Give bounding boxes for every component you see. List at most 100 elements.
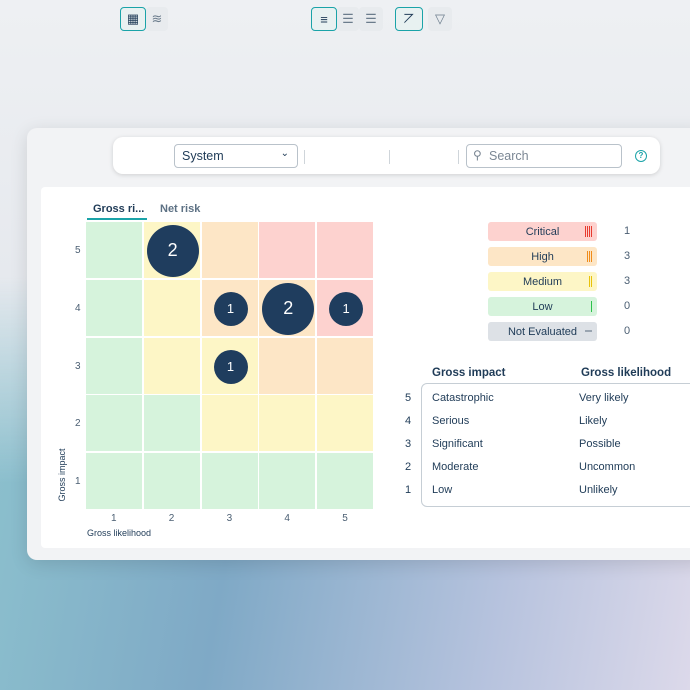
risk-bubble[interactable]: 1 (213, 291, 248, 326)
x-axis-label: Gross likelihood (87, 528, 152, 538)
density-compact-button[interactable]: ≡ (311, 7, 337, 31)
filter-icon: ▽ (435, 11, 445, 26)
density-compact-icon: ≡ (320, 11, 328, 27)
risk-bubble[interactable]: 1 (329, 291, 364, 326)
likelihood-value: Very likely (579, 392, 629, 404)
x-tick: 1 (111, 513, 117, 524)
x-tick: 2 (168, 513, 175, 524)
select-value: System (182, 149, 224, 163)
legend-item-critical[interactable]: Critical (488, 222, 597, 241)
legend-count: 1 (624, 225, 631, 237)
legend-label: Low (532, 300, 553, 313)
legend-count: 0 (624, 300, 631, 312)
likelihood-value: Likely (579, 415, 608, 427)
x-tick: 3 (226, 513, 233, 524)
layers-icon: ≋ (151, 11, 163, 26)
legend-label: Not Evaluated (507, 325, 578, 338)
scale-level: 3 (405, 438, 412, 450)
divider (458, 150, 459, 164)
scale-level: 4 (405, 415, 412, 427)
impact-value: Low (432, 484, 453, 496)
impact-value: Moderate (432, 461, 479, 473)
risk-bubble[interactable]: 2 (146, 224, 199, 277)
x-tick: 5 (342, 513, 348, 524)
likelihood-value: Unlikely (579, 484, 618, 496)
matrix-cell-high[interactable] (317, 337, 374, 394)
matrix-cell-critical[interactable] (259, 222, 316, 278)
density-medium-icon: ☰ (342, 11, 354, 26)
impact-value: Serious (432, 415, 470, 427)
legend-item-medium[interactable]: Medium (488, 272, 597, 291)
y-tick: 5 (75, 245, 81, 256)
chart-view-button[interactable]: ⦢ (395, 7, 423, 31)
matrix-cell-low[interactable] (259, 453, 316, 510)
chart-icon: ⦢ (404, 11, 414, 26)
severity-bars-icon (589, 276, 592, 287)
search-input[interactable]: ⚲ Search (466, 144, 622, 168)
likelihood-header: Gross likelihood (581, 367, 672, 379)
severity-bars-icon (587, 251, 592, 262)
matrix-cell-low[interactable] (143, 395, 200, 452)
matrix-cell-medium[interactable] (259, 395, 316, 452)
matrix-cell-medium[interactable] (201, 395, 258, 452)
legend-label: Medium (522, 275, 563, 288)
y-tick: 1 (75, 476, 81, 488)
matrix-cell-critical[interactable] (317, 222, 374, 278)
table-icon: ▦ (126, 11, 140, 26)
risk-bubble[interactable]: 1 (213, 349, 248, 384)
density-loose-button[interactable]: ☰ (359, 7, 383, 31)
matrix-cell-medium[interactable] (143, 337, 200, 394)
likelihood-value: Uncommon (579, 461, 636, 473)
layers-view-button[interactable]: ≋ (146, 7, 168, 31)
y-tick: 4 (75, 302, 81, 314)
impact-value: Catastrophic (432, 392, 494, 404)
scale-table (421, 383, 690, 507)
severity-bars-icon (585, 226, 592, 237)
search-placeholder: Search (489, 149, 529, 163)
divider (389, 150, 390, 164)
impact-header: Gross impact (432, 367, 506, 379)
system-select[interactable]: System ⌄ (174, 144, 298, 168)
scale-level: 5 (405, 392, 412, 404)
matrix-cell-low[interactable] (86, 279, 142, 336)
x-tick: 4 (284, 513, 290, 524)
legend-count: 0 (624, 325, 631, 337)
matrix-cell-medium[interactable] (317, 395, 374, 452)
table-view-button[interactable]: ▦ (120, 7, 146, 31)
tab-net-risk[interactable]: Net risk (160, 203, 201, 215)
search-icon: ⚲ (473, 148, 482, 162)
legend-label: High (531, 250, 554, 263)
chevron-down-icon: ⌄ (280, 148, 289, 159)
tab-gross-risk[interactable]: Gross ri... (93, 203, 145, 215)
legend-label: Critical (525, 225, 560, 238)
matrix-cell-low[interactable] (86, 395, 142, 452)
filter-button[interactable]: ▽ (428, 7, 452, 31)
legend-item-not-evaluated[interactable]: Not Evaluated (488, 322, 597, 341)
legend-item-high[interactable]: High (488, 247, 597, 266)
legend-item-low[interactable]: Low (488, 297, 597, 316)
y-tick: 3 (75, 360, 81, 372)
scale-level: 1 (405, 484, 412, 496)
risk-bubble[interactable]: 2 (262, 282, 315, 335)
matrix-cell-high[interactable] (259, 337, 316, 394)
matrix-cell-low[interactable] (86, 337, 142, 394)
matrix-cell-low[interactable] (317, 453, 374, 510)
active-tab-indicator (87, 218, 147, 220)
matrix-cell-low[interactable] (86, 222, 142, 278)
divider (304, 150, 305, 164)
matrix-cell-high[interactable] (201, 222, 258, 278)
matrix-cell-low[interactable] (143, 453, 200, 510)
scale-level: 2 (405, 461, 412, 473)
density-loose-icon: ☰ (365, 11, 377, 26)
matrix-cell-medium[interactable] (143, 279, 200, 336)
legend-count: 3 (624, 250, 631, 262)
legend-count: 3 (624, 275, 631, 287)
y-axis-label: Gross impact (57, 448, 67, 502)
severity-bars-icon (591, 301, 592, 312)
matrix-cell-low[interactable] (86, 453, 142, 510)
help-icon[interactable]: ? (635, 150, 647, 162)
y-tick: 2 (75, 418, 81, 430)
density-medium-button[interactable]: ☰ (337, 7, 359, 31)
matrix-cell-low[interactable] (201, 453, 258, 510)
severity-bars-icon (585, 326, 592, 337)
